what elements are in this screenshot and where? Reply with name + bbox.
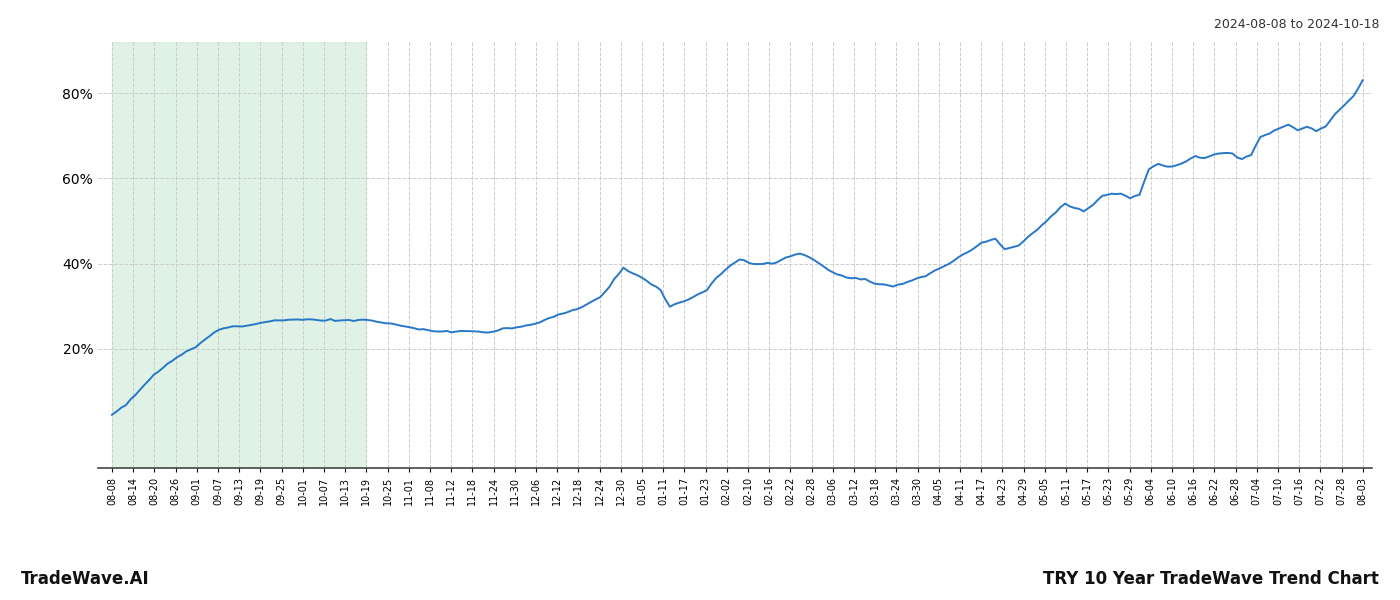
Bar: [112, 42, 367, 468]
Text: TradeWave.AI: TradeWave.AI: [21, 570, 150, 588]
Text: TRY 10 Year TradeWave Trend Chart: TRY 10 Year TradeWave Trend Chart: [1043, 570, 1379, 588]
Text: 2024-08-08 to 2024-10-18: 2024-08-08 to 2024-10-18: [1214, 18, 1379, 31]
